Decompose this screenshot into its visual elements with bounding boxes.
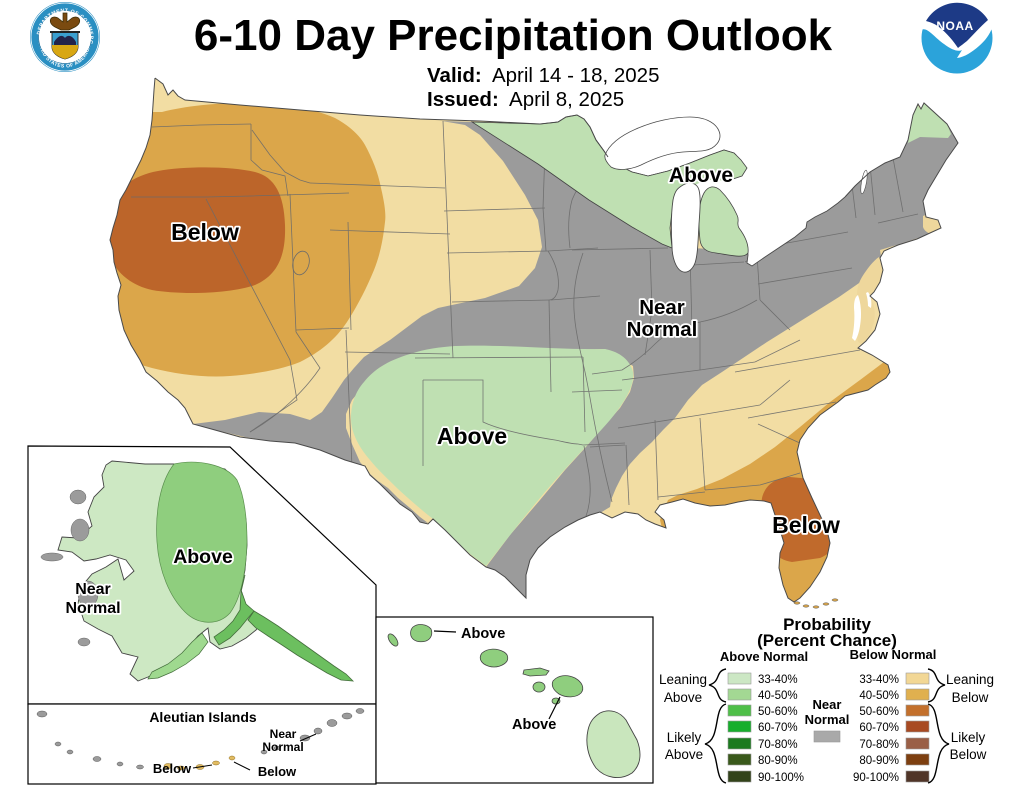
svg-text:Leaning: Leaning — [659, 672, 707, 687]
svg-text:Near: Near — [270, 727, 297, 741]
svg-text:70-80%: 70-80% — [859, 739, 899, 751]
svg-text:40-50%: 40-50% — [859, 690, 899, 702]
svg-text:33-40%: 33-40% — [859, 674, 899, 686]
svg-text:Below: Below — [952, 690, 989, 705]
svg-text:Near: Near — [813, 697, 842, 712]
svg-text:60-70%: 60-70% — [859, 722, 899, 734]
svg-text:Above: Above — [665, 747, 703, 762]
svg-text:Above: Above — [437, 423, 507, 449]
svg-text:Near: Near — [75, 581, 111, 598]
svg-text:(Percent Chance): (Percent Chance) — [757, 631, 897, 650]
svg-text:Probability: Probability — [783, 615, 871, 634]
svg-text:Below Normal: Below Normal — [850, 647, 937, 662]
svg-text:Aleutian Islands: Aleutian Islands — [149, 709, 257, 725]
svg-text:80-90%: 80-90% — [758, 755, 798, 767]
svg-text:50-60%: 50-60% — [859, 706, 899, 718]
svg-text:Above: Above — [173, 546, 233, 568]
svg-text:Normal: Normal — [805, 712, 850, 727]
svg-text:Above Normal: Above Normal — [720, 649, 808, 664]
svg-text:Leaning: Leaning — [946, 672, 994, 687]
svg-text:80-90%: 80-90% — [859, 755, 899, 767]
svg-text:60-70%: 60-70% — [758, 722, 798, 734]
svg-text:Likely: Likely — [667, 730, 702, 745]
svg-text:NOAA: NOAA — [936, 19, 973, 33]
svg-text:70-80%: 70-80% — [758, 739, 798, 751]
svg-text:33-40%: 33-40% — [758, 674, 798, 686]
svg-text:Near: Near — [639, 296, 685, 319]
svg-text:Above: Above — [664, 690, 702, 705]
svg-text:90-100%: 90-100% — [758, 772, 804, 784]
svg-text:Likely: Likely — [951, 730, 986, 745]
svg-text:6-10 Day Precipitation Outlook: 6-10 Day Precipitation Outlook — [194, 11, 833, 60]
svg-text:Below: Below — [258, 764, 297, 779]
svg-text:Normal: Normal — [262, 740, 303, 754]
svg-text:Above: Above — [512, 717, 556, 733]
svg-text:90-100%: 90-100% — [853, 772, 899, 784]
svg-text:50-60%: 50-60% — [758, 706, 798, 718]
svg-text:Normal: Normal — [627, 318, 698, 341]
svg-text:Normal: Normal — [65, 600, 120, 617]
svg-text:Above: Above — [461, 626, 505, 642]
svg-text:Issued: April 8, 2025: Issued: April 8, 2025 — [427, 88, 624, 111]
svg-text:Below: Below — [950, 747, 987, 762]
svg-text:Valid: April 14 - 18, 2025: Valid: April 14 - 18, 2025 — [427, 64, 659, 87]
svg-text:40-50%: 40-50% — [758, 690, 798, 702]
svg-text:Below: Below — [772, 512, 840, 538]
svg-text:Below: Below — [171, 219, 239, 245]
svg-text:Above: Above — [669, 164, 733, 187]
svg-text:Below: Below — [153, 761, 192, 776]
